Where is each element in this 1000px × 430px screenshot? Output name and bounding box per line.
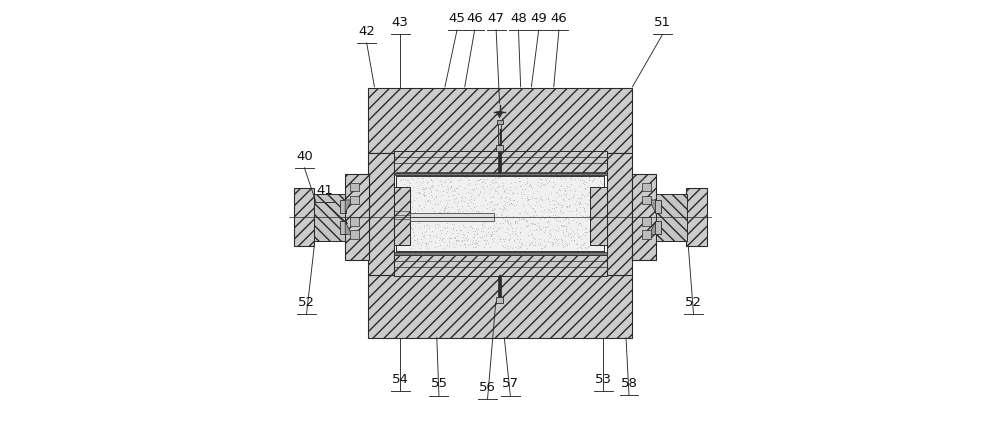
Bar [340, 221, 346, 234]
Bar [394, 252, 607, 255]
Bar [294, 195, 368, 213]
Bar [396, 176, 604, 251]
Bar [394, 187, 410, 245]
Bar [410, 213, 494, 221]
Text: 51: 51 [654, 16, 671, 29]
Bar [642, 183, 651, 191]
Bar [642, 196, 651, 204]
Text: 57: 57 [502, 378, 519, 390]
Text: 42: 42 [358, 25, 375, 38]
Bar [686, 188, 707, 246]
Text: 56: 56 [479, 381, 496, 394]
Bar [497, 120, 503, 124]
Text: 54: 54 [392, 373, 409, 386]
Bar [368, 153, 394, 275]
Text: 46: 46 [466, 12, 483, 25]
Bar [632, 195, 707, 213]
Bar [394, 255, 607, 276]
Text: 53: 53 [595, 373, 612, 386]
Bar [496, 145, 503, 151]
Bar [396, 251, 604, 255]
Bar [350, 183, 359, 191]
Bar [394, 151, 607, 173]
Bar [294, 188, 314, 246]
Bar [350, 196, 359, 204]
Text: 58: 58 [621, 377, 637, 390]
Polygon shape [649, 221, 656, 234]
Polygon shape [649, 200, 656, 213]
Bar [656, 194, 687, 241]
Bar [340, 200, 346, 213]
Bar [496, 297, 503, 303]
Bar [368, 88, 632, 153]
Bar [655, 221, 661, 234]
Bar [632, 221, 707, 240]
Polygon shape [345, 200, 352, 213]
Text: 46: 46 [551, 12, 567, 25]
Bar [394, 173, 607, 175]
Bar [314, 194, 345, 241]
Bar [350, 217, 359, 226]
Bar [642, 230, 651, 239]
Text: 49: 49 [530, 12, 547, 25]
Text: 52: 52 [298, 296, 315, 309]
Text: 52: 52 [685, 296, 702, 309]
Text: 43: 43 [392, 16, 409, 29]
Bar [345, 174, 369, 260]
Text: 47: 47 [488, 12, 505, 25]
Bar [368, 275, 632, 338]
Bar [350, 230, 359, 239]
Text: 48: 48 [510, 12, 527, 25]
Bar [655, 200, 661, 213]
Text: 45: 45 [449, 12, 465, 25]
Bar [642, 217, 651, 226]
Bar [590, 187, 607, 245]
Text: 55: 55 [430, 378, 447, 390]
Polygon shape [496, 112, 503, 118]
Bar [396, 172, 604, 176]
Polygon shape [345, 221, 352, 234]
Bar [294, 221, 368, 240]
Bar [632, 174, 656, 260]
Text: 40: 40 [296, 150, 313, 163]
Bar [607, 153, 632, 275]
Text: 41: 41 [316, 184, 333, 197]
